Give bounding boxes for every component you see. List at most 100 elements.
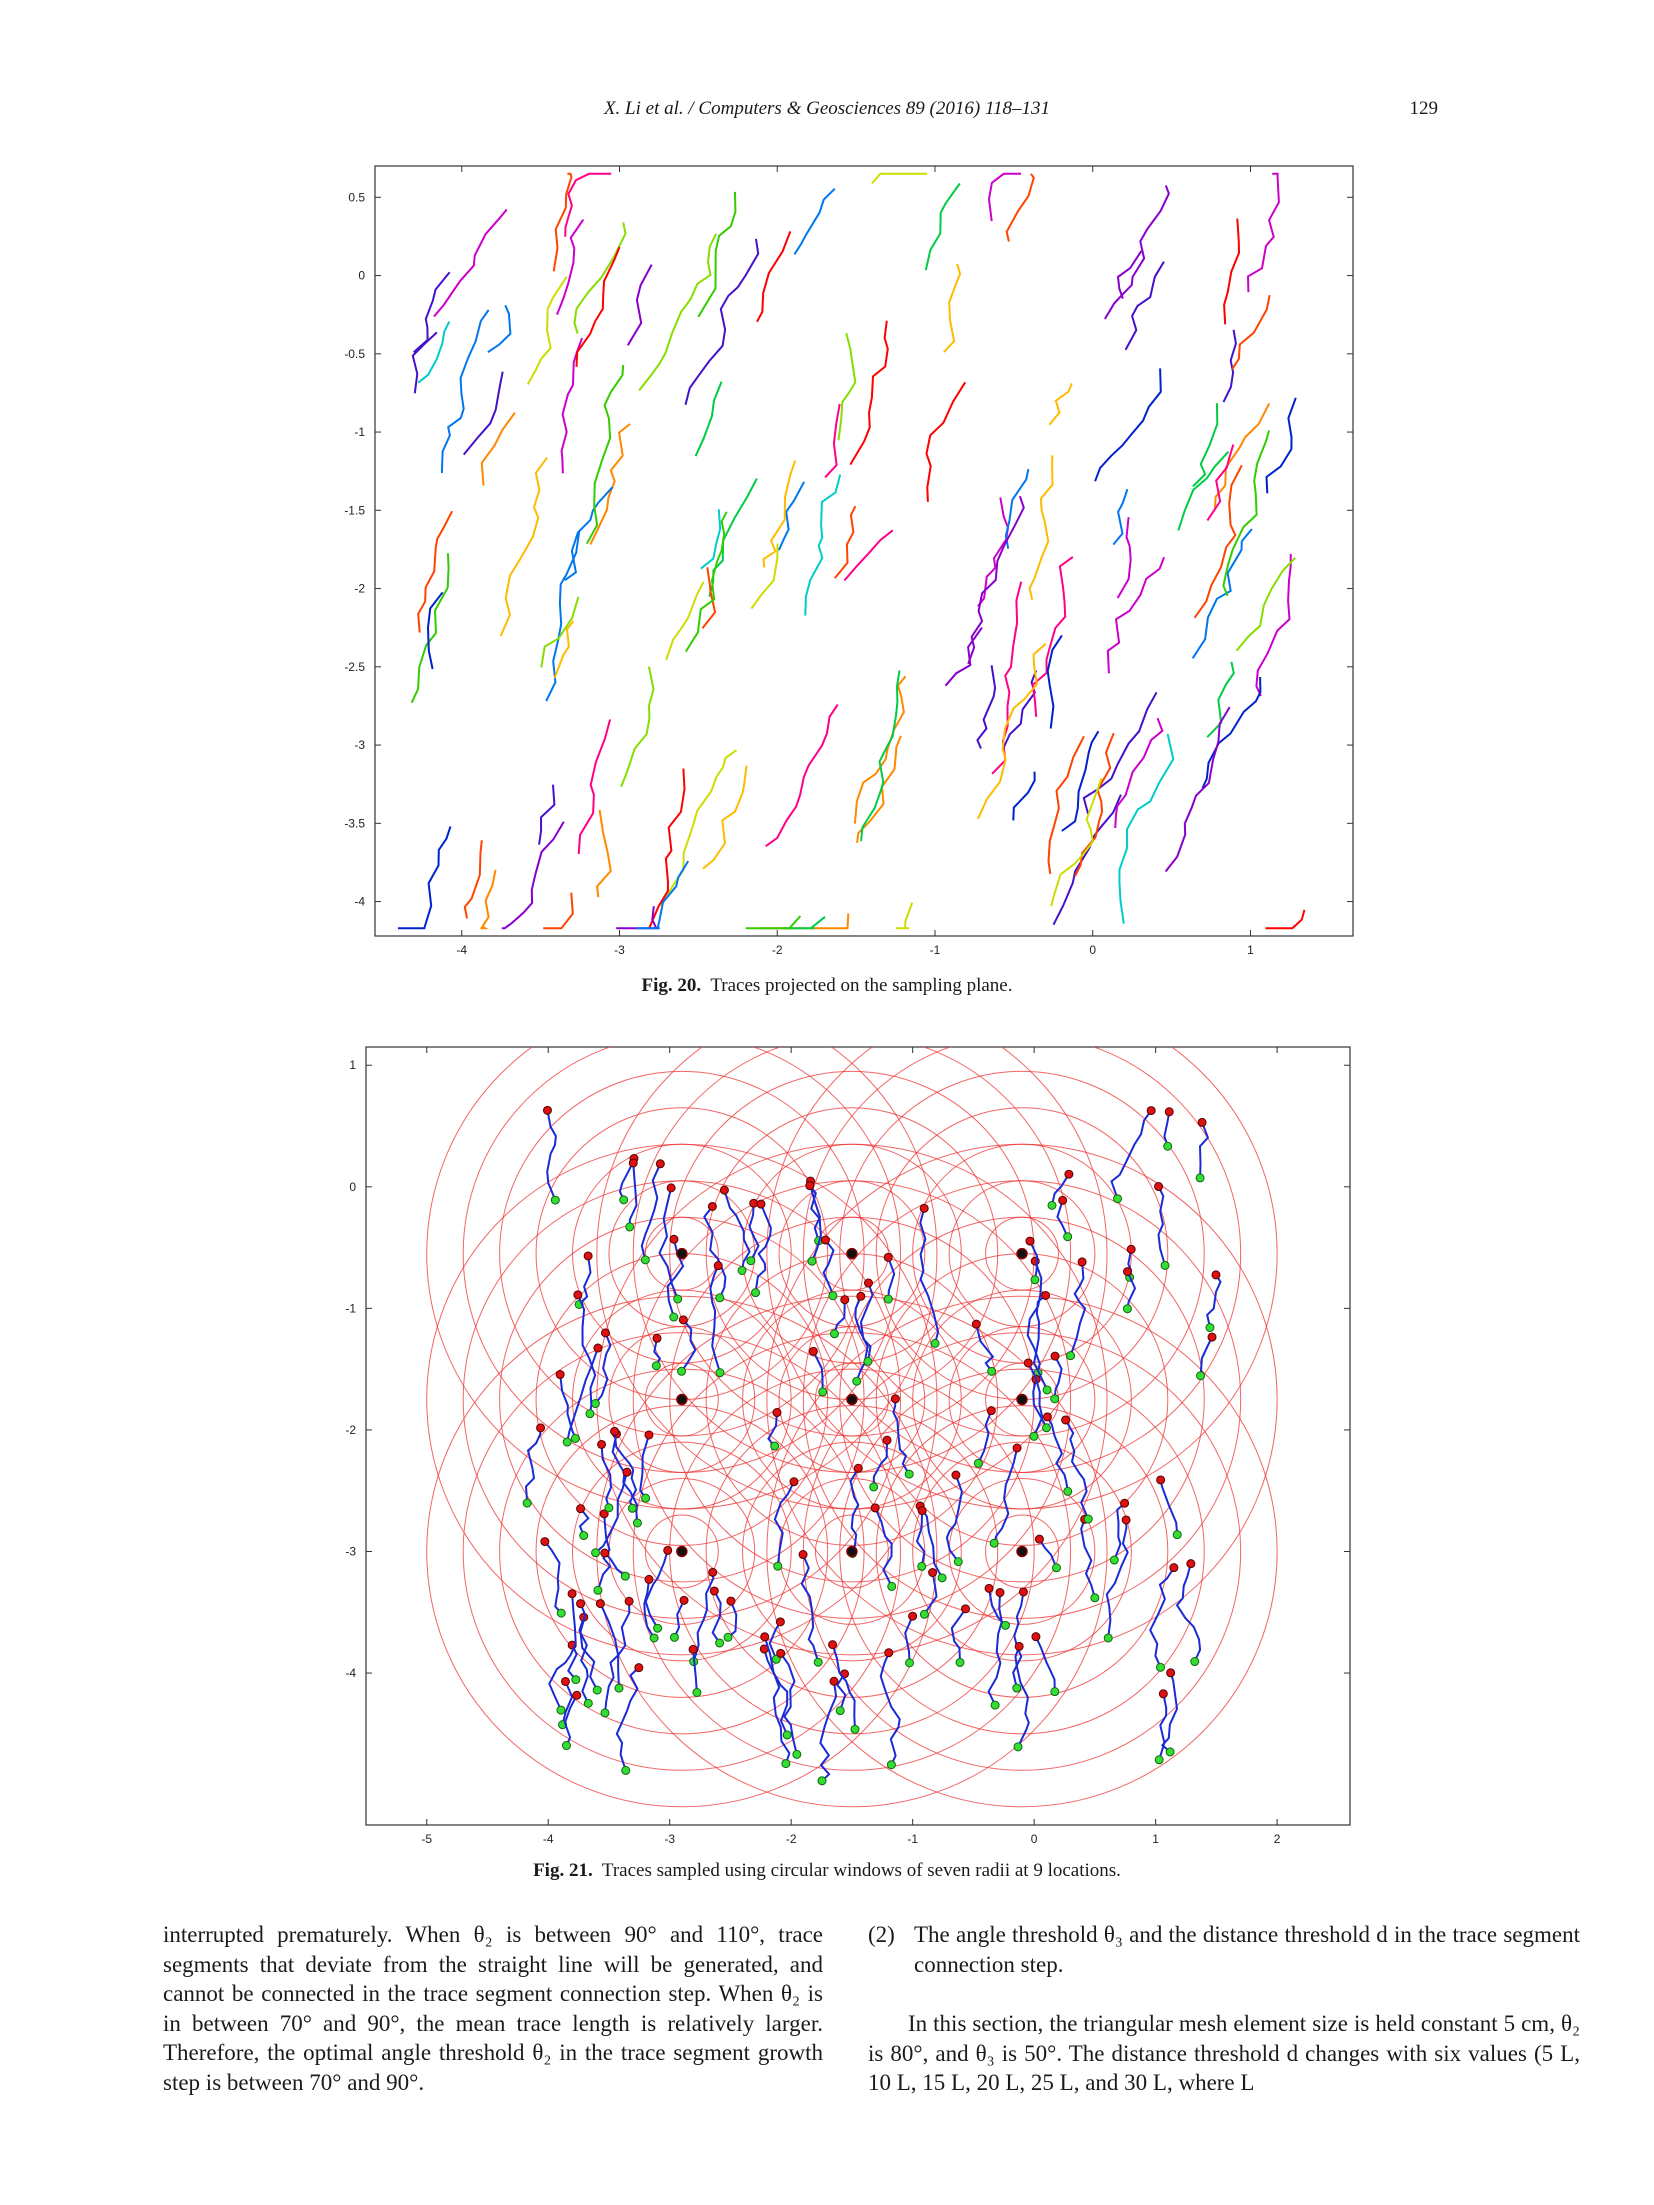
trace-line — [626, 264, 653, 346]
y-tick-label: 1 — [349, 1058, 356, 1072]
trace-line — [925, 381, 967, 502]
trace-line — [1031, 556, 1074, 717]
trace-end-point — [1041, 1423, 1051, 1433]
trace-end-point — [522, 1498, 532, 1508]
trace-end-point — [556, 1705, 566, 1715]
trace-line — [987, 172, 1021, 222]
trace-segment — [1012, 1591, 1025, 1689]
trace-line — [665, 581, 705, 661]
trace-start-point — [555, 1370, 565, 1380]
trace-start-point — [808, 1346, 818, 1356]
trace-start-point — [542, 1105, 552, 1115]
trace-end-point — [1063, 1232, 1073, 1242]
trace-start-point — [917, 1506, 927, 1516]
trace-end-point — [807, 1256, 817, 1266]
trace-line — [759, 913, 850, 930]
trace-start-point — [840, 1295, 850, 1305]
trace-start-point — [573, 1290, 583, 1300]
trace-end-point — [863, 1356, 873, 1366]
trace-end-point — [883, 1294, 893, 1304]
trace-end-point — [651, 1361, 661, 1371]
window-circle — [462, 1332, 902, 1771]
trace-end-point — [1066, 1351, 1076, 1361]
trace-end-point — [746, 1256, 756, 1266]
trace-segment — [977, 1410, 993, 1464]
trace-start-point — [709, 1586, 719, 1596]
window-center — [846, 1545, 858, 1558]
trace-segment — [1064, 1419, 1090, 1520]
window-circle — [766, 1143, 1278, 1656]
trace-segment — [1158, 1693, 1168, 1761]
x-tick-label: -3 — [614, 943, 625, 957]
trace-start-point — [707, 1201, 717, 1211]
trace-start-point — [1041, 1290, 1051, 1300]
trace-line — [837, 332, 857, 441]
trace-line — [756, 231, 792, 323]
trace-start-point — [1146, 1106, 1156, 1116]
trace-start-point — [984, 1583, 994, 1593]
trace-line — [708, 478, 758, 597]
trace-segment — [561, 1681, 574, 1725]
trace-start-point — [1121, 1515, 1131, 1525]
x-tick-label: -1 — [907, 1832, 918, 1846]
trace-end-point — [887, 1581, 897, 1591]
trace-start-point — [1158, 1689, 1168, 1699]
trace-start-point — [1014, 1641, 1024, 1651]
trace-line — [991, 581, 1023, 775]
trace-line — [762, 460, 797, 568]
trace-line — [660, 749, 738, 906]
trace-segment — [709, 1265, 721, 1373]
trace-lines — [398, 172, 1306, 930]
trace-segment — [892, 1398, 911, 1475]
trace-start-point — [1064, 1169, 1074, 1179]
trace-line — [413, 271, 451, 354]
trace-start-point — [775, 1617, 785, 1627]
trace-start-point — [567, 1589, 577, 1599]
trace-line — [1246, 172, 1280, 293]
list-item-2: (2) The angle threshold θ₃ and the dista… — [868, 1920, 1580, 1979]
trace-segment — [988, 1588, 1007, 1626]
trace-end-point — [625, 1222, 635, 1232]
x-tick-label: 0 — [1031, 1832, 1038, 1846]
trace-line — [410, 553, 450, 704]
trace-end-point — [593, 1585, 603, 1595]
figure-21-caption: Fig. 21. Traces sampled using circular w… — [0, 1860, 1654, 1882]
trace-end-point — [930, 1338, 940, 1348]
trace-segment — [644, 1550, 669, 1629]
trace-line — [620, 666, 655, 788]
trace-end-point — [813, 1657, 823, 1667]
trace-line — [648, 768, 686, 929]
journal-citation: X. Li et al. / Computers & Geosciences 8… — [603, 98, 1051, 119]
y-tick-label: -1 — [345, 1301, 356, 1315]
window-circle — [814, 1362, 889, 1437]
trace-end-point — [917, 1561, 927, 1571]
trace-line — [1222, 430, 1271, 597]
trace-line — [501, 821, 565, 930]
x-tick-label: -2 — [786, 1832, 797, 1846]
trace-end-point — [592, 1685, 602, 1695]
trace-line — [1074, 732, 1115, 877]
trace-start-point — [971, 1319, 981, 1329]
trace-segment — [819, 1681, 838, 1782]
trace-line — [1177, 451, 1230, 531]
trace-segment — [594, 1332, 612, 1405]
trace-line — [824, 403, 841, 479]
trace-end-point — [620, 1571, 630, 1581]
trace-segment — [711, 1590, 722, 1644]
trace-line — [977, 497, 1010, 608]
trace-line — [701, 567, 717, 629]
trace-segment — [1175, 1563, 1202, 1662]
trace-line — [462, 371, 504, 456]
trace-start-point — [882, 1435, 892, 1445]
trace-segment — [1069, 1261, 1087, 1357]
trace-line — [702, 765, 748, 870]
window-circle — [426, 1143, 938, 1656]
trace-segment — [763, 1648, 789, 1736]
trace-start-point — [883, 1252, 893, 1262]
trace-segment — [1080, 1519, 1096, 1599]
trace-line — [853, 675, 907, 824]
trace-line — [433, 208, 508, 318]
trace-end-point — [669, 1312, 679, 1322]
trace-end-point — [1050, 1687, 1060, 1697]
trace-start-point — [1120, 1498, 1130, 1508]
